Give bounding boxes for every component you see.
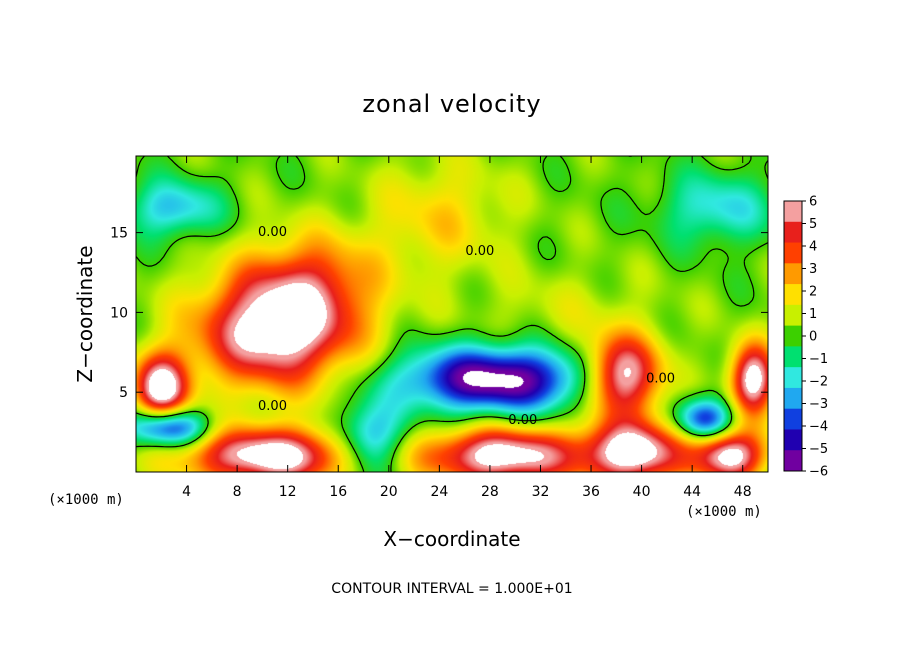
x-tick-label: 24 <box>430 484 448 500</box>
colorbar-swatch <box>784 284 802 306</box>
x-tick-label: 44 <box>683 484 701 500</box>
x-unit-left: (×1000 m) <box>48 492 124 508</box>
x-unit-right: (×1000 m) <box>686 504 762 520</box>
colorbar-swatch <box>784 325 802 347</box>
colorbar-tick-label: −5 <box>809 442 828 457</box>
colorbar-swatch <box>784 263 802 285</box>
colorbar-tick-label: −4 <box>809 420 828 435</box>
contour-label: 0.00 <box>646 372 675 387</box>
contour-interval-note: CONTOUR INTERVAL = 1.000E+01 <box>331 581 572 597</box>
x-tick-label: 8 <box>233 484 242 500</box>
y-axis: 5 10 15 <box>110 226 768 401</box>
contour-lines <box>136 156 768 472</box>
y-tick-label: 5 <box>119 385 128 401</box>
chart-title: zonal velocity <box>362 90 541 118</box>
plot-frame <box>135 155 769 473</box>
colorbar-tick-label: 0 <box>809 330 817 345</box>
x-tick-label: 16 <box>329 484 347 500</box>
colorbar: 6 5 4 3 2 1 0 −1 −2 −3 −4 −5 −6 <box>783 195 828 480</box>
colorbar-tick-label: −3 <box>809 397 828 412</box>
contour-label: 0.00 <box>508 413 537 428</box>
x-tick-label: 12 <box>279 484 297 500</box>
y-tick-label: 10 <box>110 305 128 321</box>
colorbar-swatch <box>784 242 802 264</box>
colorbar-swatch <box>784 201 802 223</box>
colorbar-tick-label: 6 <box>809 195 817 210</box>
colorbar-swatch <box>784 387 802 410</box>
x-tick-label: 20 <box>380 484 398 500</box>
y-tick-label: 15 <box>110 226 128 242</box>
colorbar-tick-label: 1 <box>809 307 817 322</box>
contour-label: 0.00 <box>258 399 287 414</box>
colorbar-tick-label: 3 <box>809 262 817 277</box>
colorbar-swatch <box>784 367 802 389</box>
colorbar-swatch <box>784 408 802 430</box>
x-tick-label: 28 <box>481 484 499 500</box>
y-axis-label: Z−coordinate <box>73 245 97 382</box>
x-tick-label: 32 <box>532 484 550 500</box>
contour-label: 0.00 <box>465 244 494 259</box>
colorbar-swatch <box>784 429 802 451</box>
colorbar-tick-label: −6 <box>809 465 828 480</box>
colorbar-tick-label: 5 <box>809 217 817 232</box>
contour-zero <box>136 156 768 472</box>
colorbar-swatch <box>784 304 802 327</box>
contour-labels: 0.00 0.00 0.00 0.00 0.00 <box>258 225 675 428</box>
x-tick-label: 48 <box>734 484 752 500</box>
contour-label: 0.00 <box>258 225 287 240</box>
colorbar-tick-label: −2 <box>809 375 828 390</box>
colorbar-tick-label: 2 <box>809 285 817 300</box>
x-axis-label: X−coordinate <box>383 527 520 551</box>
colorbar-swatch <box>784 450 802 472</box>
x-tick-label: 36 <box>582 484 600 500</box>
colorbar-swatch <box>784 346 802 368</box>
x-tick-label: 4 <box>182 484 191 500</box>
x-tick-label: 40 <box>633 484 651 500</box>
heatmap-field <box>136 156 768 472</box>
colorbar-swatch <box>784 221 802 244</box>
colorbar-tick-label: −1 <box>809 352 828 367</box>
x-axis: 4 8 12 16 20 24 28 32 36 40 44 48 <box>182 156 752 500</box>
colorbar-tick-label: 4 <box>809 240 817 255</box>
plot-area: 0.00 0.00 0.00 0.00 0.00 <box>135 155 769 473</box>
